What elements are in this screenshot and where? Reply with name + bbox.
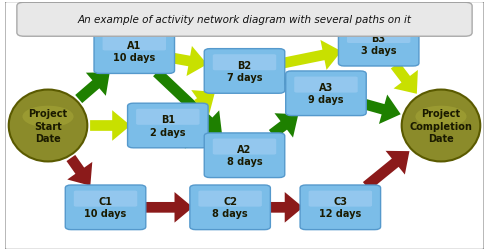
FancyBboxPatch shape: [136, 109, 199, 125]
Text: A1
10 days: A1 10 days: [113, 41, 155, 63]
Text: A2
8 days: A2 8 days: [226, 145, 262, 167]
Ellipse shape: [415, 106, 466, 128]
FancyBboxPatch shape: [189, 185, 270, 230]
FancyBboxPatch shape: [338, 22, 418, 67]
FancyBboxPatch shape: [300, 185, 380, 230]
Text: An example of activity network diagram with several paths on it: An example of activity network diagram w…: [77, 15, 411, 25]
FancyBboxPatch shape: [102, 35, 165, 51]
FancyBboxPatch shape: [204, 49, 284, 94]
FancyBboxPatch shape: [308, 191, 371, 207]
Text: Project
Start
Date: Project Start Date: [28, 109, 67, 143]
FancyBboxPatch shape: [212, 139, 276, 155]
Text: B2
7 days: B2 7 days: [226, 61, 262, 83]
FancyBboxPatch shape: [198, 191, 261, 207]
Text: C2
8 days: C2 8 days: [212, 197, 247, 218]
Text: B3
3 days: B3 3 days: [360, 34, 396, 55]
FancyBboxPatch shape: [17, 3, 471, 37]
Text: C3
12 days: C3 12 days: [319, 197, 361, 218]
FancyBboxPatch shape: [294, 77, 357, 93]
FancyBboxPatch shape: [285, 72, 366, 116]
FancyBboxPatch shape: [346, 28, 409, 44]
FancyBboxPatch shape: [204, 133, 284, 178]
Ellipse shape: [401, 90, 479, 162]
FancyBboxPatch shape: [212, 55, 276, 71]
Ellipse shape: [9, 90, 87, 162]
Text: C1
10 days: C1 10 days: [84, 197, 126, 218]
FancyBboxPatch shape: [65, 185, 145, 230]
Text: Project
Completion
Date: Project Completion Date: [409, 109, 471, 143]
Ellipse shape: [22, 106, 73, 128]
Text: B1
2 days: B1 2 days: [150, 115, 185, 137]
FancyBboxPatch shape: [74, 191, 137, 207]
FancyBboxPatch shape: [127, 104, 208, 148]
FancyBboxPatch shape: [94, 30, 174, 74]
Text: A3
9 days: A3 9 days: [307, 83, 343, 105]
